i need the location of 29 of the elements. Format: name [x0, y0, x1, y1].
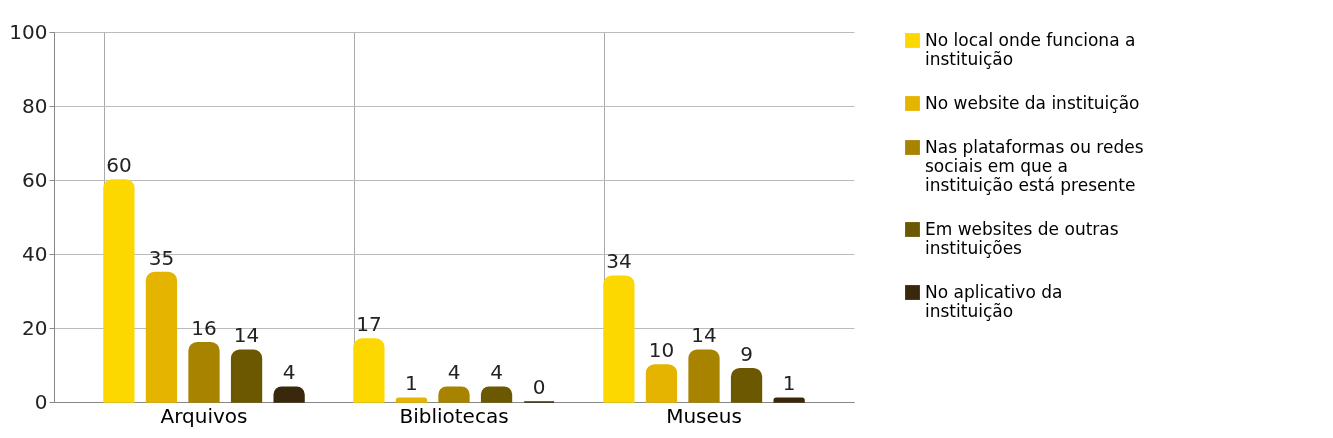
data-label: 4 [447, 360, 461, 385]
y-tick-label: 20 [22, 315, 48, 340]
data-label: 16 [191, 315, 217, 340]
legend-label: No local onde funciona a instituição [925, 29, 1136, 69]
data-label: 4 [490, 360, 503, 385]
data-label: 1 [405, 371, 418, 396]
x-tick-label: Arquivos [160, 403, 248, 428]
legend-label: Nas plataformas ou redes sociais em que a instituição está presente [925, 136, 1144, 195]
x-tick-label: Museus [666, 403, 742, 428]
data-label: 4 [282, 360, 296, 385]
x-tick-label: Bibliotecas [399, 403, 509, 428]
legend-label: Em websites de outras instituições [925, 218, 1119, 258]
legend-label: No aplicativo da instituição [925, 281, 1063, 321]
data-label: 9 [740, 341, 753, 366]
data-label: 60 [106, 153, 132, 177]
data-label: 1 [782, 371, 796, 396]
data-label: 0 [532, 375, 546, 399]
y-tick-label: 100 [9, 19, 48, 44]
data-label: 34 [606, 249, 632, 274]
data-label: 10 [648, 338, 675, 362]
y-tick-label: 40 [22, 241, 48, 266]
data-label: 35 [148, 245, 175, 270]
data-label: 14 [691, 323, 717, 348]
data-label: 14 [233, 323, 260, 348]
legend-label: No website da instituição [925, 92, 1140, 113]
y-tick-label: 60 [22, 167, 48, 192]
y-tick-label: 0 [34, 389, 48, 414]
y-tick-label: 80 [22, 93, 48, 118]
data-label: 17 [356, 312, 382, 337]
